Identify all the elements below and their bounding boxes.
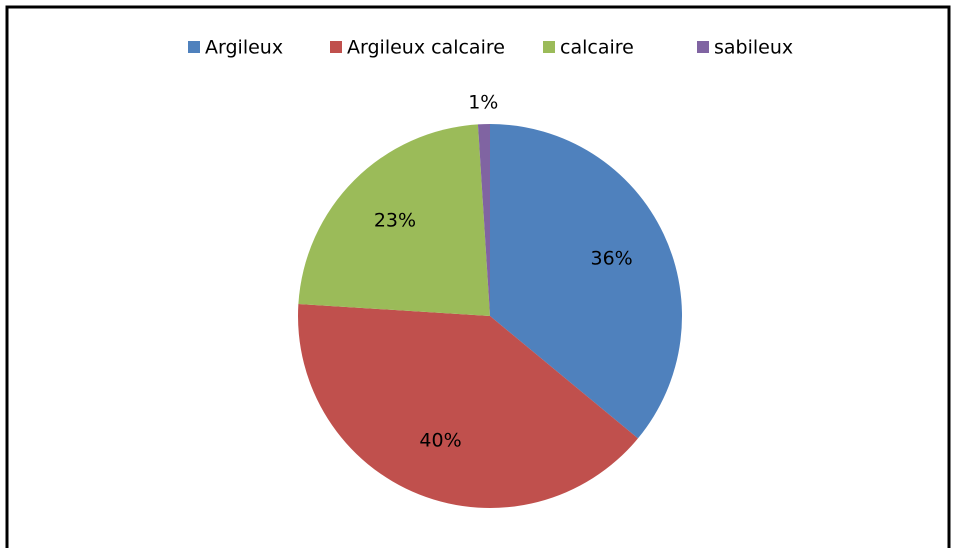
legend-swatch	[330, 41, 342, 53]
legend-label: Argileux	[205, 37, 283, 59]
data-label: 40%	[419, 429, 461, 451]
legend-label: sabileux	[714, 37, 793, 59]
data-label: 1%	[468, 91, 498, 113]
legend-swatch	[543, 41, 555, 53]
legend-swatch	[697, 41, 709, 53]
legend-label: calcaire	[560, 37, 634, 59]
pie-slice	[298, 303, 638, 508]
data-label: 23%	[374, 209, 416, 231]
legend-swatch	[188, 41, 200, 53]
pie-slice	[490, 124, 682, 439]
pie-slice	[298, 124, 490, 316]
data-label: 36%	[590, 247, 632, 269]
legend-label: Argileux calcaire	[347, 37, 505, 59]
pie-slice	[477, 124, 490, 316]
chart-frame	[5, 5, 951, 548]
